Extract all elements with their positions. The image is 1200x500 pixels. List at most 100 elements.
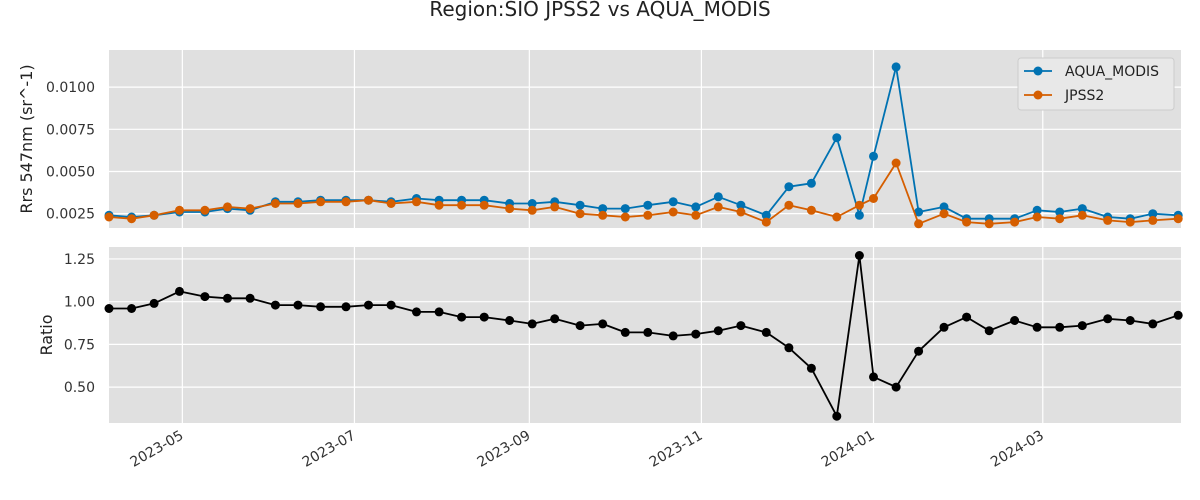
data-point — [364, 195, 373, 205]
x-tick-label: 2023-07 — [300, 428, 359, 471]
data-point — [736, 207, 746, 217]
data-point — [479, 200, 489, 210]
data-point — [550, 314, 560, 324]
data-point — [149, 298, 159, 308]
x-axis-tick-labels: 2023-05 2023-07 2023-09 2023-11 2024-01 2024-… — [128, 428, 1047, 471]
data-point — [832, 212, 842, 222]
legend-jpss2-label: JPSS2 — [1064, 88, 1104, 104]
data-point — [386, 199, 396, 208]
data-point — [962, 217, 972, 227]
y-tick-label: 0.75 — [64, 337, 95, 353]
data-point — [1173, 310, 1183, 320]
data-point — [1032, 322, 1042, 332]
legend-box — [1017, 57, 1175, 111]
data-point — [223, 202, 232, 212]
data-point — [316, 197, 326, 207]
y-tick-label: 0.50 — [64, 380, 95, 396]
legend-aqua-label: AQUA_MODIS — [1065, 64, 1159, 80]
data-point — [854, 200, 864, 210]
data-point — [620, 204, 630, 214]
data-point — [914, 207, 924, 217]
x-tick-label: 2023-09 — [475, 428, 534, 471]
data-point — [575, 321, 585, 331]
y-tick-label: 0.0025 — [46, 207, 95, 223]
top-panel-grid — [109, 50, 1181, 228]
data-point — [598, 210, 608, 220]
y-tick-label: 1.00 — [64, 295, 95, 311]
data-point — [806, 363, 816, 373]
data-point — [854, 210, 864, 220]
data-point — [223, 293, 232, 303]
x-tick-label: 2024-03 — [988, 428, 1047, 471]
data-point — [643, 200, 653, 210]
data-point — [1055, 322, 1065, 332]
bottom-panel: 0.50 0.75 1.00 1.25 Ratio — [37, 247, 1183, 423]
data-point — [598, 319, 608, 329]
y-tick-label: 0.0075 — [46, 122, 95, 138]
data-point — [1103, 215, 1113, 225]
data-point — [434, 307, 444, 317]
data-point — [479, 312, 489, 322]
legend: AQUA_MODIS JPSS2 — [1017, 57, 1175, 111]
data-point — [1010, 316, 1020, 325]
x-tick-label: 2024-01 — [819, 428, 878, 471]
data-point — [550, 202, 560, 212]
data-point — [643, 210, 653, 220]
data-point — [1010, 217, 1020, 227]
data-point — [736, 321, 746, 331]
data-point — [598, 204, 608, 214]
data-point — [1032, 205, 1042, 215]
data-point — [127, 304, 137, 313]
data-point — [806, 178, 816, 188]
series-jpss2 — [104, 158, 1183, 229]
data-point — [200, 205, 210, 215]
data-point — [1125, 217, 1135, 227]
data-point — [984, 219, 994, 229]
data-point — [691, 202, 701, 212]
data-point — [939, 322, 949, 332]
top-panel-y-axis-label: Rrs 547nm (sr^-1) — [17, 64, 36, 213]
bottom-panel-grid — [109, 247, 1181, 423]
data-point — [914, 346, 924, 356]
data-point — [939, 209, 949, 219]
data-point — [620, 212, 630, 222]
data-point — [914, 219, 924, 229]
data-point — [761, 210, 771, 220]
data-point — [434, 200, 444, 210]
series-ratio — [104, 251, 1183, 421]
data-point — [270, 199, 280, 208]
data-point — [984, 326, 994, 336]
data-point — [505, 204, 515, 214]
data-point — [527, 319, 537, 329]
data-point — [386, 300, 396, 310]
data-point — [1077, 204, 1087, 214]
legend-aqua-marker — [1033, 66, 1043, 76]
data-point — [668, 207, 678, 217]
data-point — [1055, 207, 1065, 217]
data-point — [668, 331, 678, 341]
data-point — [575, 209, 585, 219]
data-point — [527, 205, 537, 215]
data-point — [200, 292, 210, 302]
data-point — [1077, 210, 1087, 220]
top-panel: 0.0025 0.0050 0.0075 0.0100 Rrs 547nm (sr^-… — [17, 50, 1183, 229]
data-point — [1148, 319, 1158, 329]
top-panel-background — [109, 50, 1181, 228]
data-point — [891, 62, 901, 72]
data-point — [784, 182, 794, 192]
data-point — [784, 200, 794, 210]
bottom-panel-y-axis-label: Ratio — [37, 314, 56, 355]
data-point — [149, 210, 159, 220]
data-point — [854, 251, 864, 260]
data-point — [869, 372, 878, 382]
data-point — [1055, 214, 1065, 224]
data-point — [457, 312, 467, 322]
data-point — [1077, 321, 1087, 331]
data-point — [713, 202, 723, 212]
y-tick-label: 0.0050 — [46, 164, 95, 180]
data-point — [175, 205, 184, 215]
data-point — [691, 329, 701, 339]
data-point — [104, 212, 114, 222]
data-point — [761, 327, 771, 337]
data-point — [527, 199, 537, 208]
